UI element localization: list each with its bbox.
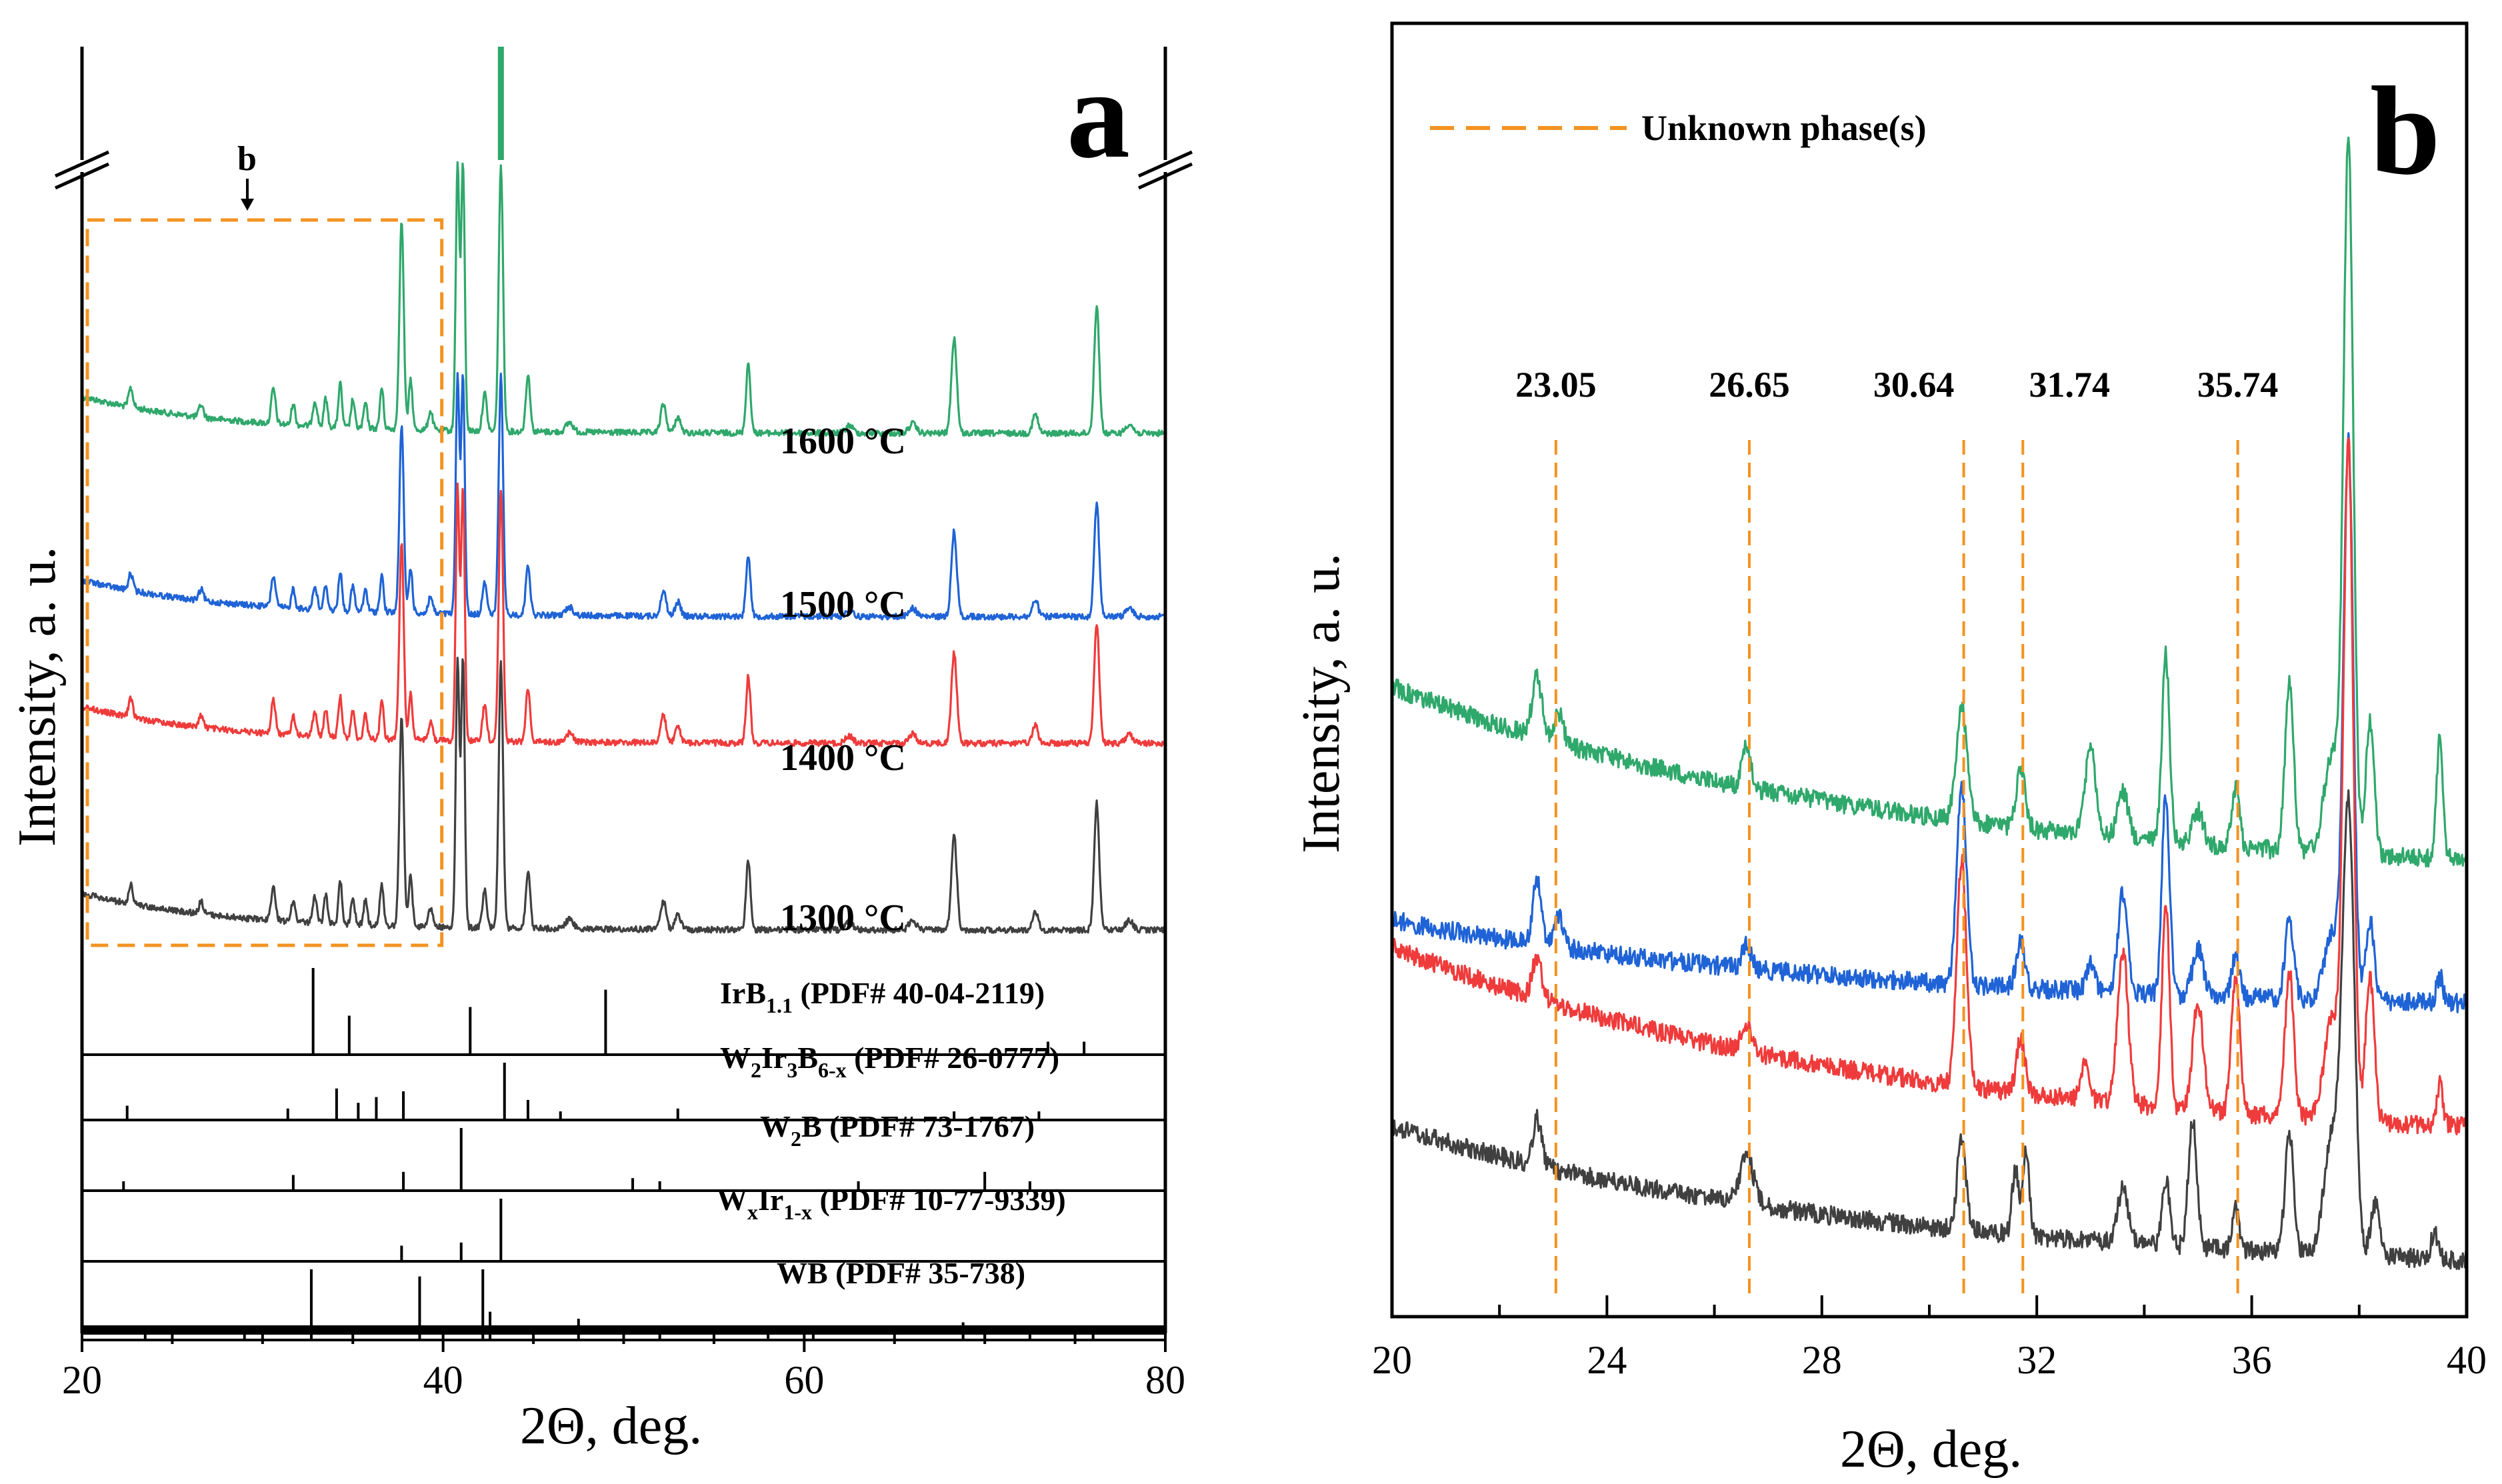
axis-break-mark bbox=[54, 162, 110, 190]
panel-a-spectrum-1300 bbox=[81, 657, 1167, 934]
unknown-phase-label: 26.65 bbox=[1709, 365, 1790, 405]
panel-a-frame bbox=[54, 47, 1193, 1341]
ref-label-wb: WB (PDF# 35-738) bbox=[777, 1256, 1025, 1290]
panel-a-letter: a bbox=[1067, 45, 1130, 185]
panel-a-reference-sticks bbox=[122, 968, 1095, 1340]
panel-a-spectrum-1400 bbox=[81, 482, 1167, 747]
panel-b-x-tick-label: 28 bbox=[1802, 1338, 1842, 1382]
axis-break-gap bbox=[1152, 160, 1179, 172]
panel-a-spectrum-1500 bbox=[81, 372, 1167, 621]
ref-label-irb: IrB1.1 (PDF# 40-04-2119) bbox=[720, 976, 1045, 1017]
panel-a-y-axis-title: Intensity, a. u. bbox=[8, 547, 67, 847]
unknown-phase-label: 30.64 bbox=[1873, 365, 1955, 405]
panel-a-spectra bbox=[81, 47, 1167, 934]
panel-a-x-tick-label: 80 bbox=[1145, 1358, 1185, 1402]
panel-a-spectrum-1600 bbox=[81, 161, 1166, 437]
legend: Unknown phase(s) bbox=[1430, 108, 1927, 148]
panel-b-x-tick-label: 24 bbox=[1587, 1338, 1627, 1382]
panel-b-spectra bbox=[1391, 136, 2468, 1270]
panel-a-x-axis-title: 2Θ, deg. bbox=[520, 1397, 702, 1455]
panel-b-y-axis-title: Intensity, a. u. bbox=[1292, 553, 1351, 853]
unknown-phase-label: 23.05 bbox=[1515, 365, 1597, 405]
panel-b-x-tick-label: 40 bbox=[2447, 1338, 2487, 1382]
panel-b-ticks: 20 24 28 32 36 40 bbox=[1372, 1295, 2487, 1382]
panel-b-spectrum-1300 bbox=[1391, 789, 2468, 1270]
temp-label-1500: 1500 °C bbox=[780, 584, 906, 625]
panel-a-x-tick-label: 60 bbox=[784, 1358, 824, 1402]
panel-b-letter: b bbox=[2370, 61, 2441, 201]
ref-label-w2b: W2B (PDF# 73-1767) bbox=[760, 1109, 1035, 1151]
panel-b-spectrum-1600 bbox=[1391, 136, 2468, 868]
panel-b-x-tick-label: 36 bbox=[2232, 1338, 2272, 1382]
inset-region-box bbox=[85, 218, 444, 947]
axis-break-mark bbox=[1137, 162, 1193, 190]
inset-marker-label: b bbox=[237, 140, 257, 178]
panel-a: 20 40 60 80 a b 1600 °C 1500 °C 1400 °C 130… bbox=[8, 45, 1193, 1455]
temp-label-1600: 1600 °C bbox=[780, 421, 906, 462]
panel-a-ticks: 20 40 60 80 bbox=[62, 1333, 1185, 1402]
temp-label-1300: 1300 °C bbox=[780, 897, 906, 939]
axis-break-gap bbox=[69, 160, 95, 172]
panel-b-x-tick-label: 32 bbox=[2017, 1338, 2057, 1382]
panel-a-bottom-axis bbox=[82, 1325, 1165, 1335]
ref-label-wxir: WxIr1-x (PDF# 10-77-9339) bbox=[717, 1183, 1066, 1224]
ref-label-w2ir3b6: W2Ir3B6-x (PDF# 26-0777) bbox=[720, 1041, 1059, 1082]
unknown-phase-label: 35.74 bbox=[2197, 365, 2279, 405]
panel-b-unknown-phase-lines: 23.05 26.65 30.64 31.74 35.74 bbox=[1515, 365, 2278, 1297]
panel-a-x-tick-label: 40 bbox=[423, 1358, 463, 1402]
axis-break-mark bbox=[54, 150, 110, 178]
inset-marker-arrow bbox=[241, 179, 254, 211]
axis-break-mark bbox=[1137, 150, 1193, 178]
panel-b-x-tick-label: 20 bbox=[1372, 1338, 1412, 1382]
panel-a-x-tick-label: 20 bbox=[62, 1358, 102, 1402]
unknown-phase-label: 31.74 bbox=[2029, 365, 2110, 405]
legend-label: Unknown phase(s) bbox=[1641, 108, 1927, 148]
panel-b-spectrum-1500 bbox=[1391, 432, 2468, 1013]
panel-b: 23.05 26.65 30.64 31.74 35.74 20 24 28 32 36 40 b… bbox=[1292, 21, 2487, 1479]
temp-label-1400: 1400 °C bbox=[780, 737, 906, 779]
panel-b-spectrum-1400 bbox=[1391, 437, 2468, 1135]
panel-b-x-axis-title: 2Θ, deg. bbox=[1840, 1420, 2022, 1479]
